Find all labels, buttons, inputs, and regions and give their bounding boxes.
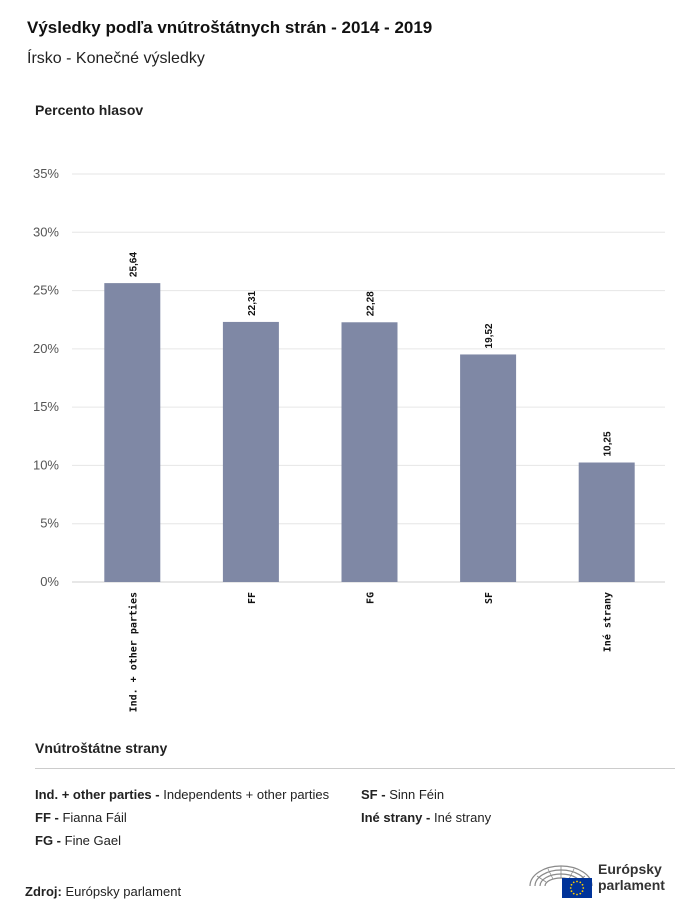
bar <box>222 321 279 582</box>
legend-name: Fine Gael <box>64 833 121 848</box>
legend-name: Fianna Fáil <box>62 810 127 825</box>
legend-item-ine: Iné strany - Iné strany <box>361 810 491 825</box>
legend-item-ff: FF - Fianna Fáil <box>35 810 127 825</box>
logo-line-1: Európsky <box>598 861 662 877</box>
bar <box>104 283 161 582</box>
bar-value-label: 25,64 <box>128 252 139 277</box>
bar <box>341 322 398 582</box>
y-tick-label: 5% <box>40 516 59 531</box>
legend-item-fg: FG - Fine Gael <box>35 833 121 848</box>
y-tick-label: 35% <box>33 166 59 181</box>
legend-title: Vnútroštátne strany <box>35 740 168 756</box>
source-value: Európsky parlament <box>65 884 182 899</box>
legend-abbr: FG - <box>35 833 61 848</box>
legend-item-sf: SF - Sinn Féin <box>361 787 444 802</box>
y-tick-label: 10% <box>33 457 59 472</box>
x-tick-label: FG <box>366 592 377 604</box>
chart-subtitle: Írsko - Konečné výsledky <box>27 50 205 67</box>
european-parliament-logo: Európsky parlament <box>528 858 678 900</box>
y-tick-label: 15% <box>33 399 59 414</box>
chart-title: Výsledky podľa vnútroštátnych strán - 20… <box>27 18 433 37</box>
y-tick-label: 0% <box>40 574 59 589</box>
source-note: Zdroj: Európsky parlament <box>25 884 181 899</box>
logo-line-2: parlament <box>598 877 665 893</box>
bar-chart: 0% 5% 10% 15% 20% 25% 30% 35% 25,64 Ind. + other … <box>33 166 665 712</box>
bar <box>460 354 517 582</box>
bar-value-label: 19,52 <box>484 323 495 348</box>
bar-value-label: 10,25 <box>603 431 614 456</box>
y-axis-title: Percento hlasov <box>35 102 144 118</box>
x-tick-label: SF <box>484 592 495 604</box>
x-tick-label: Ind. + other parties <box>127 592 139 712</box>
bar <box>578 462 635 582</box>
legend-abbr: Iné strany - <box>361 810 431 825</box>
parliament-hemicycle-icon <box>529 865 593 898</box>
legend-abbr: SF - <box>361 787 386 802</box>
legend-name: Iné strany <box>433 810 492 825</box>
bar-value-label: 22,28 <box>366 291 377 316</box>
logo-wordmark: Európsky parlament <box>598 861 665 893</box>
legend-name: Sinn Féin <box>389 787 445 802</box>
legend-item-ind: Ind. + other parties - Independents + ot… <box>35 787 329 802</box>
y-tick-label: 25% <box>33 283 59 298</box>
legend-abbr: FF - <box>35 810 59 825</box>
eu-flag-icon <box>562 878 592 898</box>
x-tick-label: FF <box>247 592 258 604</box>
x-tick-label: Iné strany <box>602 592 614 652</box>
legend-divider <box>35 768 675 769</box>
legend-abbr: Ind. + other parties - <box>35 787 160 802</box>
y-tick-label: 20% <box>33 341 59 356</box>
bar-value-label: 22,31 <box>247 290 258 315</box>
legend-name: Independents + other parties <box>163 787 330 802</box>
y-tick-label: 30% <box>33 224 59 239</box>
source-label: Zdroj: <box>25 884 62 899</box>
